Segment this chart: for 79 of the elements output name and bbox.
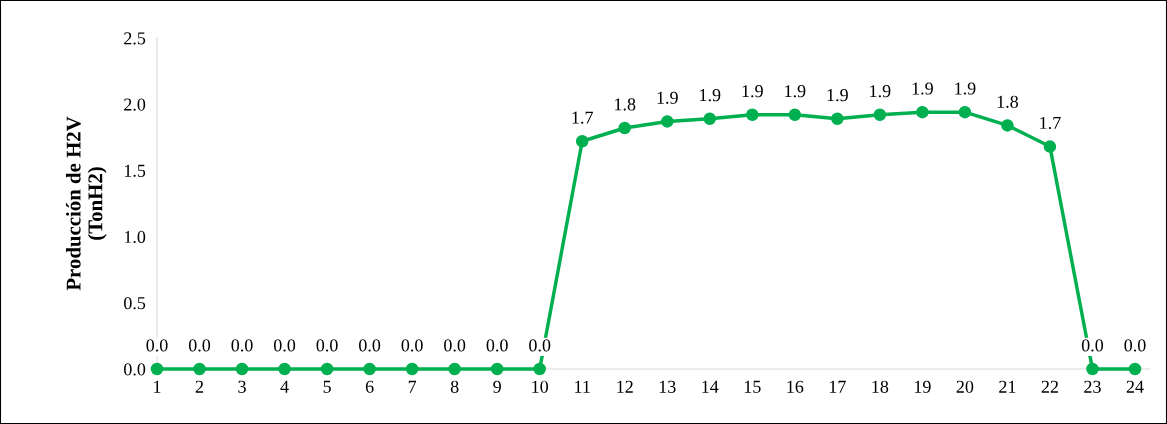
- point: [405, 362, 419, 376]
- point: [150, 362, 164, 376]
- data-label: 1.8: [997, 95, 1019, 108]
- x-tick-label: 23: [1084, 380, 1101, 393]
- point: [1128, 362, 1142, 376]
- x-tick-label: 11: [575, 380, 590, 393]
- y-tick-label: 0.5: [124, 297, 146, 310]
- y-tick-label: 1.0: [124, 230, 146, 244]
- data-label: 0.0: [1124, 339, 1146, 352]
- point: [320, 362, 334, 376]
- x-tick-label: 4: [280, 380, 289, 393]
- x-tick-label: 7: [408, 380, 417, 393]
- point: [490, 362, 504, 376]
- point: [788, 108, 802, 122]
- point: [1086, 362, 1099, 376]
- x-tick-label: 12: [617, 380, 633, 393]
- point: [1001, 119, 1014, 132]
- data-label: 1.9: [955, 82, 976, 95]
- point: [575, 135, 589, 148]
- x-tick-label: 21: [999, 380, 1016, 393]
- x-tick-label: 9: [493, 380, 501, 393]
- point: [1043, 140, 1057, 153]
- data-label: 1.9: [870, 85, 891, 98]
- data-label: 1.7: [1040, 116, 1061, 130]
- x-tick-label: 1: [154, 380, 161, 393]
- x-tick-label: 24: [1126, 380, 1144, 393]
- point: [958, 105, 972, 119]
- y-tick-label: 1.5: [124, 164, 146, 177]
- data-label: 1.7: [572, 111, 593, 124]
- point: [703, 112, 717, 126]
- point: [363, 362, 376, 376]
- data-label: 0.0: [1081, 339, 1104, 352]
- x-tick-label: 17: [829, 380, 846, 393]
- x-tick-label: 20: [956, 380, 974, 393]
- data-label: 1.9: [700, 89, 721, 102]
- data-label: 0.0: [231, 339, 253, 352]
- point: [831, 112, 844, 126]
- data-label: 1.9: [785, 85, 806, 98]
- x-tick-label: 2: [195, 380, 204, 393]
- data-label: 0.0: [316, 339, 338, 352]
- x-tick-label: 10: [532, 380, 549, 393]
- x-tick-label: 15: [744, 380, 761, 393]
- point: [278, 362, 291, 376]
- data-label: 1.9: [912, 82, 933, 95]
- x-tick-label: 13: [659, 380, 676, 393]
- data-label: 0.0: [401, 339, 423, 352]
- y-tick-label: 2.0: [124, 98, 146, 111]
- x-tick-label: 18: [872, 380, 889, 393]
- data-label: 0.0: [188, 339, 211, 352]
- x-tick-label: 3: [238, 380, 246, 393]
- data-label: 0.0: [486, 339, 508, 352]
- x-tick-label: 14: [702, 380, 719, 393]
- data-label: 1.9: [657, 91, 678, 104]
- point: [533, 362, 546, 376]
- point: [235, 362, 249, 376]
- point: [916, 105, 929, 119]
- data-label: 0.0: [529, 339, 551, 352]
- data-label: 0.0: [146, 339, 168, 352]
- point: [661, 115, 674, 128]
- point: [448, 362, 461, 376]
- point: [618, 121, 631, 135]
- y-axis-title: Producción de H2V (TonH2): [65, 116, 107, 291]
- x-tick-label: 22: [1041, 380, 1058, 393]
- data-label: 1.9: [742, 85, 763, 98]
- x-tick-label: 6: [365, 380, 374, 393]
- data-label: 1.9: [827, 89, 848, 102]
- x-tick-label: 5: [323, 380, 331, 393]
- data-label: 0.0: [273, 339, 296, 352]
- y-tick-label: 0.0: [124, 363, 146, 376]
- x-tick-label: 19: [914, 380, 931, 393]
- point: [193, 362, 206, 376]
- y-tick-label: 2.5: [124, 32, 146, 45]
- data-label: 0.0: [444, 339, 466, 352]
- point: [746, 108, 759, 122]
- point: [873, 108, 887, 122]
- x-tick-label: 16: [787, 380, 804, 393]
- data-label: 1.8: [615, 98, 636, 111]
- data-label: 0.0: [359, 339, 381, 352]
- x-tick-label: 8: [450, 380, 459, 393]
